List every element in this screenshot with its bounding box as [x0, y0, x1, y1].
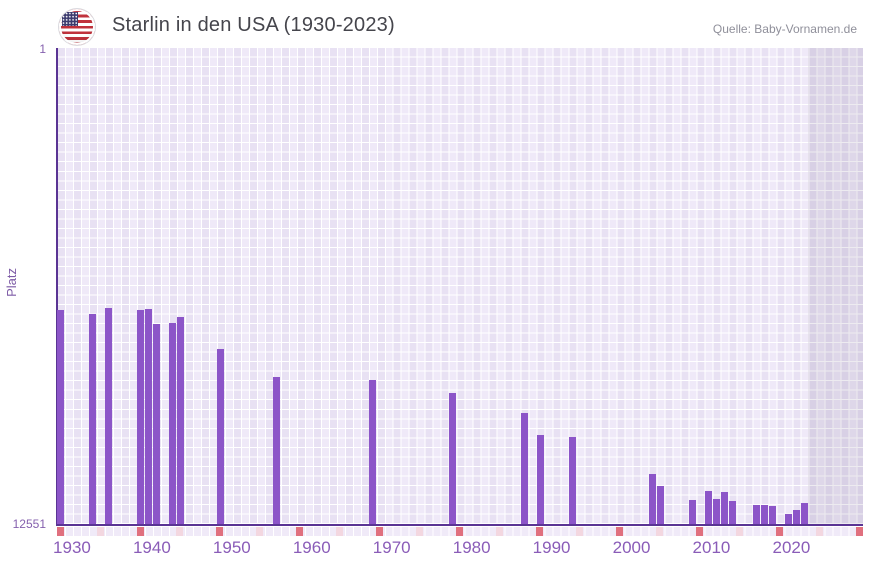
decade-marker-1940 — [136, 527, 144, 536]
rank-bar-1945[interactable] — [176, 317, 184, 524]
half-decade-marker-2005 — [656, 527, 664, 536]
decade-marker-2020 — [776, 527, 784, 536]
rank-bar-1988[interactable] — [520, 412, 528, 524]
rank-bar-1990[interactable] — [536, 434, 544, 524]
rank-bar-2011[interactable] — [704, 490, 712, 524]
rank-bar-1936[interactable] — [105, 307, 113, 524]
x-tick-1990: 1990 — [532, 538, 571, 557]
half-decade-marker-1985 — [496, 527, 504, 536]
x-tick-1940: 1940 — [132, 538, 171, 557]
rank-bar-1941[interactable] — [144, 308, 152, 524]
x-tick-2010: 2010 — [692, 538, 731, 557]
x-axis-line — [56, 524, 863, 526]
decade-marker-1990 — [536, 527, 544, 536]
y-axis-line — [56, 48, 58, 526]
rank-bar-2022[interactable] — [792, 510, 800, 524]
decade-marker-1960 — [296, 527, 304, 536]
rank-bar-2005[interactable] — [656, 485, 664, 524]
x-tick-2000: 2000 — [612, 538, 651, 557]
rank-bar-1944[interactable] — [168, 322, 176, 524]
future-years-shade — [807, 48, 863, 524]
rank-bar-2017[interactable] — [752, 505, 760, 524]
half-decade-marker-1975 — [416, 527, 424, 536]
rank-bar-1957[interactable] — [272, 377, 280, 524]
x-tick-2020: 2020 — [772, 538, 811, 557]
rank-bar-2014[interactable] — [728, 500, 736, 524]
rank-bar-1934[interactable] — [89, 313, 97, 524]
plot-area — [57, 48, 863, 524]
rank-bar-2021[interactable] — [784, 514, 792, 524]
half-decade-marker-1945 — [176, 527, 184, 536]
rank-bar-2019[interactable] — [768, 506, 776, 524]
rank-bar-2013[interactable] — [720, 491, 728, 524]
x-axis-ticks: 1930 1940 1950 1960 1970 1980 1990 2000 2010 2020 — [53, 538, 863, 562]
decade-marker-2000 — [616, 527, 624, 536]
decade-marker-1980 — [456, 527, 464, 536]
rank-bar-1979[interactable] — [448, 392, 456, 524]
x-tick-1980: 1980 — [452, 538, 491, 557]
x-tick-1950: 1950 — [212, 538, 251, 557]
half-decade-marker-1955 — [256, 527, 264, 536]
us-flag-icon — [59, 9, 95, 45]
decade-marker-2010 — [696, 527, 704, 536]
rank-bar-2018[interactable] — [760, 505, 768, 524]
half-decade-marker-2025 — [815, 527, 823, 536]
x-tick-1960: 1960 — [292, 538, 331, 557]
half-decade-marker-2015 — [736, 527, 744, 536]
x-tick-1930: 1930 — [53, 538, 91, 557]
decade-marker-1950 — [216, 527, 224, 536]
decade-marker-1970 — [376, 527, 384, 536]
rank-bar-2009[interactable] — [688, 500, 696, 524]
rank-bar-1969[interactable] — [368, 379, 376, 524]
us-flag-canton — [62, 12, 78, 26]
rank-bar-1930[interactable] — [57, 310, 65, 524]
rank-bar-1940[interactable] — [137, 309, 144, 524]
rank-bar-2004[interactable] — [648, 473, 656, 524]
chart-title: Starlin in den USA (1930-2023) — [112, 14, 395, 36]
timeline-strip — [57, 527, 863, 536]
y-tick-bottom: 12551 — [12, 517, 46, 531]
source-credit: Quelle: Baby-Vornamen.de — [712, 22, 857, 36]
half-decade-marker-1995 — [576, 527, 584, 536]
y-axis-label: Platz — [4, 268, 19, 297]
half-decade-marker-1965 — [336, 527, 344, 536]
y-tick-top: 1 — [39, 42, 46, 56]
half-decade-marker-1935 — [96, 527, 104, 536]
rank-bar-1942[interactable] — [152, 324, 160, 524]
rank-bar-1994[interactable] — [568, 437, 576, 524]
decade-marker-2030 — [855, 527, 863, 536]
rank-bar-2023[interactable] — [800, 502, 808, 524]
x-tick-1970: 1970 — [372, 538, 411, 557]
rank-bar-1950[interactable] — [216, 348, 224, 524]
decade-marker-1930 — [57, 527, 64, 536]
rank-bar-2012[interactable] — [712, 499, 720, 524]
